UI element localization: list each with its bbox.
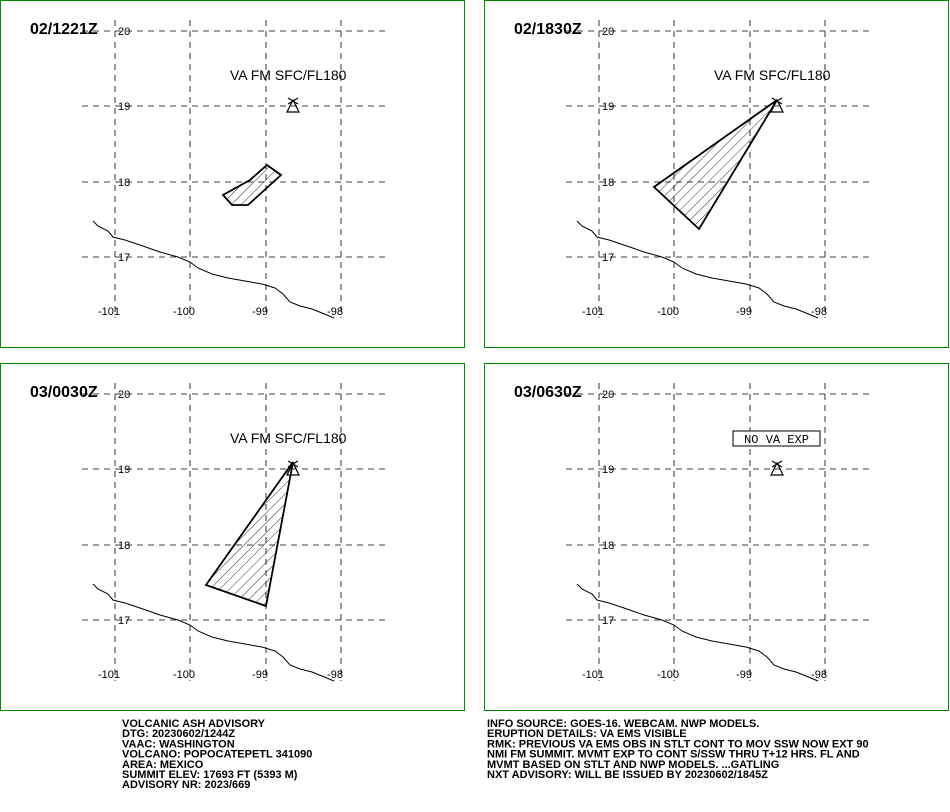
lat-label: 19 <box>118 101 130 113</box>
advisory-line: ERUPTION DETAILS: VA EMS VISIBLE <box>487 728 687 740</box>
advisory-line: VOLCANIC ASH ADVISORY <box>122 718 266 730</box>
valid-time: 02/1830Z <box>514 21 582 38</box>
lon-label: -98 <box>811 306 827 318</box>
valid-time: 02/1221Z <box>30 21 98 38</box>
annotation-box <box>732 430 821 447</box>
volcano-symbol <box>286 460 300 476</box>
advisory-line: VAAC: WASHINGTON <box>122 738 235 750</box>
lon-label: -98 <box>327 669 343 681</box>
lat-label: 19 <box>118 464 130 476</box>
advisory-line: NMI FM SUMMIT. MVMT EXP TO CONT S/SSW TH… <box>487 749 860 761</box>
advisory-line: MVMT BASED ON STLT AND NWP MODELS. ...GA… <box>487 759 779 771</box>
lon-label: -101 <box>582 306 604 318</box>
annotation: VA FM SFC/FL180 <box>230 67 347 83</box>
lon-label: -98 <box>811 669 827 681</box>
lon-label: -99 <box>736 306 752 318</box>
valid-time: 03/0630Z <box>514 384 582 401</box>
lat-label: 18 <box>118 177 130 189</box>
lat-label: 17 <box>602 252 614 264</box>
panel-border <box>0 0 465 348</box>
volcano-symbol <box>770 460 784 476</box>
ash-area <box>652 99 778 231</box>
annotation: VA FM SFC/FL180 <box>230 430 347 446</box>
advisory-line: ADVISORY NR: 2023/669 <box>122 779 250 791</box>
coastline <box>92 220 335 319</box>
lon-label: -100 <box>173 306 195 318</box>
map-panel: 20 19 18 17 -101 -100 -99 -98 03/0630Z NO VA EXP <box>484 363 949 711</box>
lon-label: -98 <box>327 306 343 318</box>
lon-label: -99 <box>252 306 268 318</box>
lat-label: 18 <box>602 177 614 189</box>
volcano-symbol <box>770 97 784 113</box>
lat-label: 20 <box>118 26 130 38</box>
map-panel: 20 19 18 17 -101 -100 -99 -98 02/1830Z VA FM SFC/… <box>484 0 949 348</box>
lat-label: 17 <box>602 615 614 627</box>
annotation: NO VA EXP <box>744 433 809 447</box>
lat-label: 20 <box>602 26 614 38</box>
panel-border <box>0 363 465 711</box>
panel-border <box>484 0 949 348</box>
coastline <box>92 583 335 682</box>
lon-label: -101 <box>98 306 120 318</box>
lat-label: 19 <box>602 464 614 476</box>
lat-label: 18 <box>118 540 130 552</box>
advisory-line: AREA: MEXICO <box>122 759 204 771</box>
lon-label: -101 <box>98 669 120 681</box>
advisory-line: INFO SOURCE: GOES-16. WEBCAM. NWP MODELS… <box>487 718 759 730</box>
lat-label: 19 <box>602 101 614 113</box>
advisory-line: RMK: PREVIOUS VA EMS OBS IN STLT CONT TO… <box>487 738 869 750</box>
advisory-line: VOLCANO: POPOCATEPETL 341090 <box>122 749 312 761</box>
annotation: VA FM SFC/FL180 <box>714 67 831 83</box>
lat-label: 17 <box>118 615 130 627</box>
lat-label: 20 <box>118 389 130 401</box>
lon-label: -100 <box>657 669 679 681</box>
lon-label: -99 <box>736 669 752 681</box>
ash-area <box>221 163 283 206</box>
coastline <box>576 220 819 319</box>
lon-label: -100 <box>657 306 679 318</box>
map-panel: 20 19 18 17 -101 -100 -99 -98 02/1221Z VA FM SFC/… <box>0 0 465 348</box>
panel-border <box>484 363 949 711</box>
lat-label: 18 <box>602 540 614 552</box>
lon-label: -101 <box>582 669 604 681</box>
lon-label: -100 <box>173 669 195 681</box>
advisory-line: DTG: 20230602/1244Z <box>122 728 235 740</box>
lon-label: -99 <box>252 669 268 681</box>
map-panel: 20 19 18 17 -101 -100 -99 -98 03/0030Z VA FM SFC/… <box>0 363 465 711</box>
advisory-line: NXT ADVISORY: WILL BE ISSUED BY 20230602… <box>487 769 768 781</box>
coastline <box>576 583 819 682</box>
valid-time: 03/0030Z <box>30 384 98 401</box>
lat-label: 17 <box>118 252 130 264</box>
lat-label: 20 <box>602 389 614 401</box>
ash-area <box>204 461 294 608</box>
volcano-symbol <box>286 97 300 113</box>
advisory-line: SUMMIT ELEV: 17693 FT (5393 M) <box>122 769 298 781</box>
